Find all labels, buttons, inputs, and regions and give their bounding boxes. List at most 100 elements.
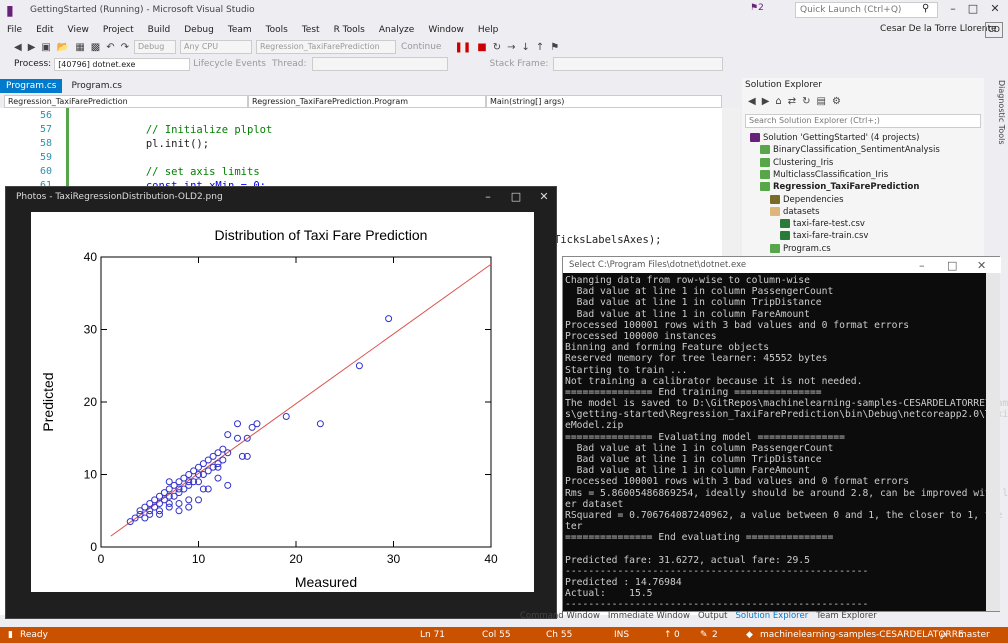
console-window[interactable]: Select C:\Program Files\dotnet\dotnet.ex…	[562, 256, 1008, 612]
save-icon[interactable]: ▦	[75, 41, 85, 53]
tab-immediate-window[interactable]: Immediate Window	[607, 611, 690, 621]
tree-item[interactable]: Clustering_Iris	[760, 157, 833, 168]
console-line: Processed 100001 rows with 3 bad values …	[565, 319, 910, 331]
class-dropdown[interactable]: Regression_TaxiFarePrediction.Program	[248, 94, 486, 108]
status-repo[interactable]: machinelearning-samples-CESARDELATORRE	[760, 630, 964, 640]
close-button[interactable]: ✕	[990, 2, 1000, 15]
menu-build[interactable]: Build	[147, 25, 171, 35]
stack-frame-select[interactable]	[553, 57, 724, 71]
bookmark-icon[interactable]: ⚑	[550, 41, 560, 53]
save-all-icon[interactable]: ▩	[90, 41, 101, 53]
diagnostic-tools-tab[interactable]: Diagnostic Tools	[997, 80, 1006, 145]
continue-button[interactable]: Continue	[401, 42, 442, 52]
maximize-button[interactable]: □	[947, 258, 958, 272]
collapse-icon[interactable]: ▤	[816, 96, 826, 107]
tab-program-cs[interactable]: Program.cs	[71, 81, 122, 91]
platform-select[interactable]: Any CPU	[180, 40, 252, 54]
tree-item[interactable]: Dependencies	[770, 194, 844, 205]
stop-icon[interactable]: ■	[477, 41, 487, 53]
tree-item[interactable]: BinaryClassification_SentimentAnalysis	[760, 145, 940, 155]
refresh-icon[interactable]: ↻	[802, 96, 811, 107]
menu-team[interactable]: Team	[227, 25, 252, 35]
startup-project-select[interactable]: Regression_TaxiFarePrediction	[256, 40, 396, 54]
tab-command-window[interactable]: Command Window	[520, 611, 600, 621]
tree-item[interactable]: Solution 'GettingStarted' (4 projects)	[750, 133, 919, 143]
tree-item[interactable]: Regression_TaxiFarePrediction	[760, 182, 919, 192]
console-line: The model is saved to D:\GitRepos\machin…	[565, 398, 1008, 410]
data-point	[214, 463, 222, 471]
redo-icon[interactable]: ↷	[120, 41, 129, 53]
menu-test[interactable]: Test	[301, 25, 320, 35]
back-icon[interactable]: ◀	[748, 96, 756, 107]
thread-select[interactable]	[311, 57, 448, 71]
minimize-button[interactable]: –	[950, 2, 956, 15]
notification-flag-icon[interactable]: ⚑2	[750, 3, 764, 13]
menu-help[interactable]: Help	[477, 25, 499, 35]
search-input[interactable]: Search Solution Explorer (Ctrl+;)	[745, 114, 981, 128]
menu-project[interactable]: Project	[102, 25, 134, 35]
tree-item-label: MulticlassClassification_Iris	[773, 169, 889, 180]
minimize-button[interactable]: –	[919, 258, 925, 272]
console-line: Binning and forming Feature objects	[565, 342, 770, 354]
status-edits[interactable]: 2	[712, 630, 718, 640]
close-button[interactable]: ✕	[977, 258, 987, 272]
y-axis-label: Predicted	[40, 372, 56, 431]
member-dropdown[interactable]: Main(string[] args)	[486, 94, 722, 108]
sync-icon[interactable]: ⇄	[787, 96, 797, 107]
y-tick-label: 20	[84, 395, 98, 409]
back-icon[interactable]: ◀	[14, 41, 22, 53]
status-push-count[interactable]: 0	[674, 630, 680, 640]
menu-tools[interactable]: Tools	[265, 25, 288, 35]
menu-view[interactable]: View	[67, 25, 89, 35]
status-branch[interactable]: master	[958, 630, 990, 640]
menu-r-tools[interactable]: R Tools	[333, 25, 365, 35]
menu-edit[interactable]: Edit	[36, 25, 54, 35]
home-icon[interactable]: ⌂	[775, 96, 782, 107]
restart-icon[interactable]: ↻	[492, 41, 502, 53]
data-point	[160, 489, 168, 497]
console-scrollbar[interactable]	[986, 273, 1000, 611]
tree-item[interactable]: taxi-fare-train.csv	[780, 231, 868, 241]
regression-line	[110, 263, 492, 537]
new-project-icon[interactable]: ▣	[41, 41, 51, 53]
pause-icon[interactable]: ❚❚	[454, 41, 472, 53]
tab-solution-explorer[interactable]: Solution Explorer	[735, 611, 809, 621]
tab-output[interactable]: Output	[697, 611, 728, 621]
minimize-button[interactable]: –	[485, 190, 491, 203]
x-tick-label: 10	[192, 552, 206, 566]
menu-window[interactable]: Window	[428, 25, 464, 35]
maximize-button[interactable]: □	[510, 190, 522, 203]
undo-icon[interactable]: ↶	[106, 41, 115, 53]
menu-file[interactable]: File	[7, 25, 23, 35]
forward-icon[interactable]: ▶	[27, 41, 36, 53]
tab-team-explorer[interactable]: Team Explorer	[816, 611, 877, 621]
user-name[interactable]: Cesar De la Torre Llorente	[880, 24, 997, 34]
open-icon[interactable]: 📂	[56, 41, 70, 53]
step-into-icon[interactable]: ↓	[521, 41, 530, 53]
maximize-button[interactable]: □	[967, 2, 979, 15]
y-tick-label: 10	[84, 468, 98, 482]
tree-item[interactable]: Program.cs	[770, 243, 831, 254]
step-out-icon[interactable]: ↑	[535, 41, 545, 53]
properties-icon[interactable]: ⚙	[832, 96, 841, 107]
data-point	[195, 463, 202, 471]
step-over-icon[interactable]: →	[507, 41, 516, 53]
quick-launch-input[interactable]: Quick Launch (Ctrl+Q)	[795, 2, 938, 18]
data-point	[151, 496, 159, 504]
tree-item[interactable]: MulticlassClassification_Iris	[760, 169, 889, 180]
project-dropdown[interactable]: Regression_TaxiFarePrediction	[4, 94, 248, 108]
menu-debug[interactable]: Debug	[184, 25, 214, 35]
close-button[interactable]: ✕	[539, 190, 549, 203]
tab-program-cs-active[interactable]: Program.cs	[0, 79, 63, 93]
process-select[interactable]: [40796] dotnet.exe	[54, 57, 191, 71]
config-select[interactable]: Debug	[134, 40, 176, 54]
forward-icon[interactable]: ▶	[761, 96, 770, 107]
console-line: Actual: 15.5	[565, 588, 653, 600]
avatar[interactable]: CD	[985, 22, 1003, 38]
data-point	[199, 460, 207, 468]
lifecycle-events[interactable]: Lifecycle Events	[193, 59, 267, 69]
menu-analyze[interactable]: Analyze	[378, 25, 415, 35]
tree-item[interactable]: datasets	[770, 206, 820, 217]
console-line: Bad value at line 1 in column FareAmount	[565, 465, 810, 477]
tree-item[interactable]: taxi-fare-test.csv	[780, 219, 865, 229]
